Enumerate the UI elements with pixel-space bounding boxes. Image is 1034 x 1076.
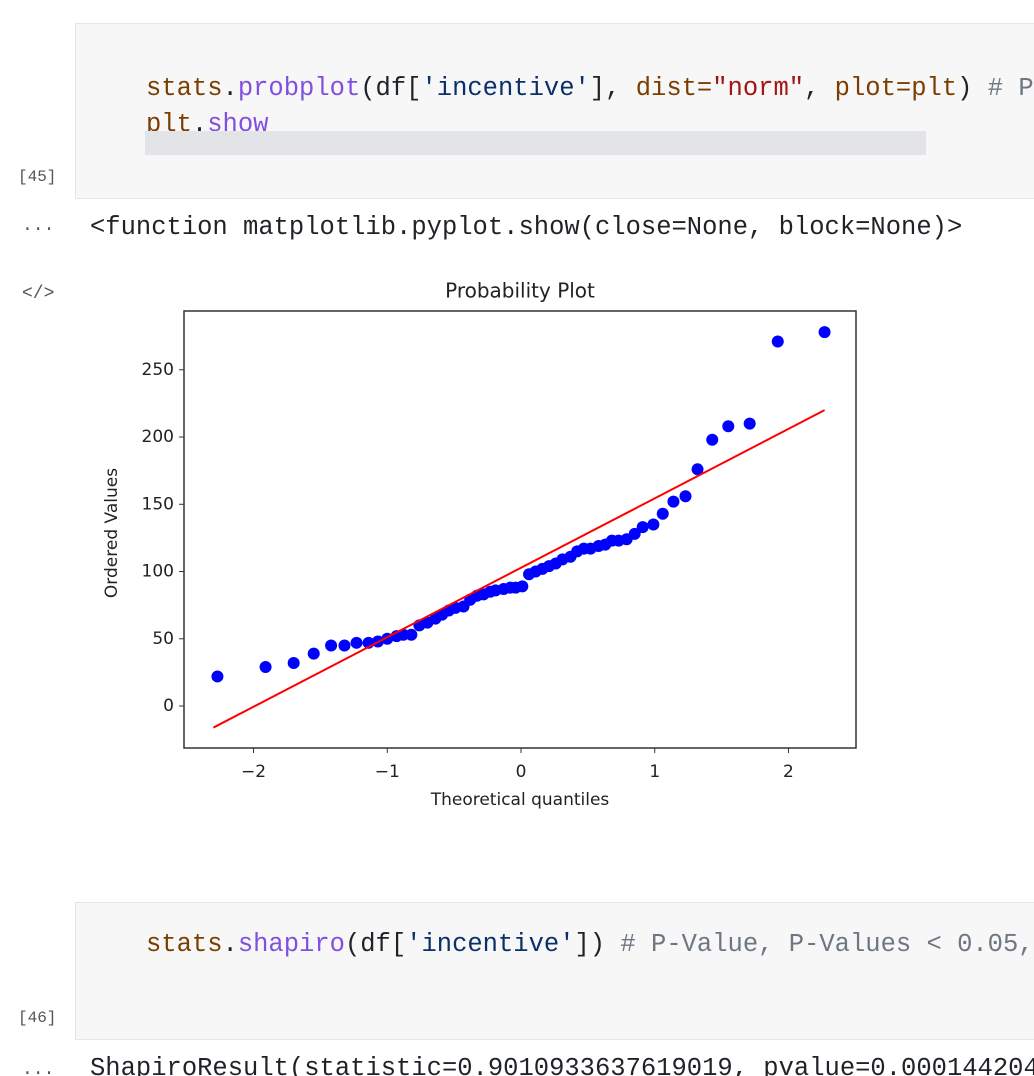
point (722, 420, 735, 433)
token: # P-Value, P-Values < 0.05, (620, 930, 1034, 959)
token: 'incentive' (406, 930, 575, 959)
point (259, 661, 272, 674)
x-tick-label: 1 (649, 762, 660, 782)
point (818, 326, 831, 339)
code-line: stats.probplot(df['incentive'], dist="no… (146, 74, 1034, 103)
token: . (222, 930, 238, 959)
y-tick-label: 0 (163, 696, 174, 716)
output-marker: ... (22, 216, 55, 236)
token: plot= (834, 74, 912, 103)
x-tick-label: −2 (241, 762, 266, 782)
point (307, 647, 320, 660)
x-tick-label: 0 (516, 762, 527, 782)
code-line: stats.shapiro(df['incentive']) # P-Value… (146, 930, 1034, 959)
code-cell[interactable]: stats.probplot(df['incentive'], dist="no… (75, 23, 1034, 199)
token: stats (146, 930, 223, 959)
execution-count: [45] (18, 168, 57, 186)
token: stats (146, 74, 223, 103)
output-marker: ... (22, 1060, 55, 1076)
point (667, 495, 680, 508)
point (679, 490, 692, 503)
token: plt (911, 74, 958, 103)
output-text: <function matplotlib.pyplot.show(close=N… (90, 213, 963, 242)
plot-frame (183, 310, 857, 749)
progress-bar (145, 131, 926, 155)
point (647, 518, 660, 531)
point (691, 463, 704, 476)
y-axis-label: Ordered Values (102, 468, 122, 598)
point (628, 527, 641, 540)
token: probplot (237, 74, 361, 103)
token: ], (589, 74, 636, 103)
token: shapiro (237, 930, 345, 959)
point (636, 521, 649, 534)
execution-count: [46] (18, 1009, 57, 1027)
x-axis-label: Theoretical quantiles (430, 790, 610, 810)
point (405, 628, 418, 641)
y-tick-label: 200 (142, 427, 174, 447)
point (743, 417, 756, 430)
y-tick-label: 50 (152, 629, 174, 649)
point (656, 507, 669, 520)
point (325, 639, 338, 652)
fit-line (212, 409, 826, 729)
token: # P (987, 74, 1034, 103)
output-icon: </> (22, 284, 55, 304)
token: 'incentive' (421, 74, 590, 103)
chart-title: Probability Plot (445, 279, 595, 303)
token: "norm" (712, 74, 805, 103)
y-tick-label: 100 (142, 562, 174, 582)
token: (df[ (344, 930, 407, 959)
token: ) (957, 74, 988, 103)
y-tick-label: 250 (142, 360, 174, 380)
y-tick-label: 150 (142, 494, 174, 514)
point (350, 636, 363, 649)
token: (df[ (360, 74, 422, 103)
point (211, 670, 224, 683)
x-tick-label: −1 (375, 762, 400, 782)
token: ]) (574, 930, 621, 959)
point (287, 656, 300, 669)
point (516, 580, 529, 593)
token: , (804, 74, 835, 103)
point (338, 639, 351, 652)
output-text: ShapiroResult(statistic=0.90109336376190… (90, 1054, 1034, 1076)
token: dist= (635, 74, 713, 103)
token: . (222, 74, 238, 103)
x-tick-label: 2 (783, 762, 794, 782)
point (706, 433, 719, 446)
point (771, 335, 784, 348)
code-cell[interactable]: stats.shapiro(df['incentive']) # P-Value… (75, 902, 1034, 1040)
